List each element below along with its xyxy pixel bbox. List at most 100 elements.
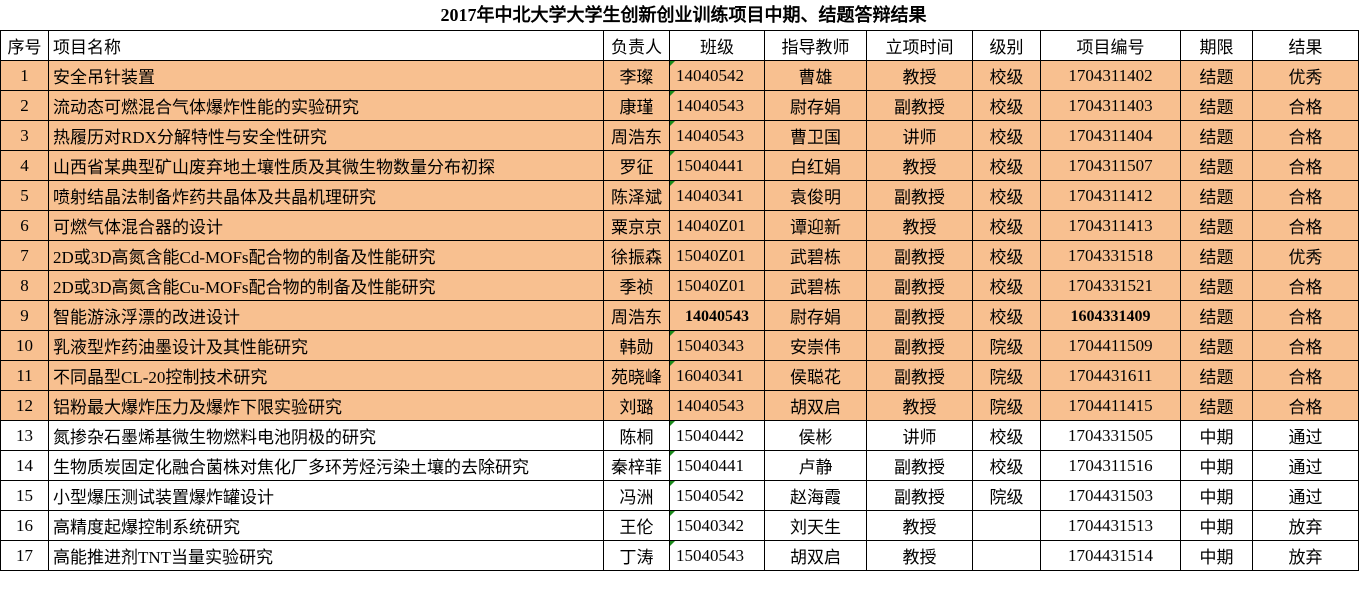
cell-level[interactable]: 校级 — [972, 240, 1041, 271]
cell-stage[interactable]: 中期 — [1180, 420, 1253, 451]
cell-class[interactable]: 15040441 — [669, 450, 765, 481]
cell-advisor[interactable]: 白红娟 — [764, 150, 867, 181]
cell-no[interactable]: 6 — [0, 210, 49, 241]
cell-result[interactable]: 合格 — [1252, 360, 1359, 391]
cell-level[interactable]: 校级 — [972, 210, 1041, 241]
cell-level[interactable]: 校级 — [972, 150, 1041, 181]
cell-result[interactable]: 合格 — [1252, 180, 1359, 211]
cell-no[interactable]: 1 — [0, 60, 49, 91]
column-header-level[interactable]: 级别 — [972, 30, 1041, 61]
cell-class[interactable]: 15040542 — [669, 480, 765, 511]
cell-title[interactable]: 教授 — [866, 510, 973, 541]
column-header-advisor[interactable]: 指导教师 — [764, 30, 867, 61]
cell-no[interactable]: 16 — [0, 510, 49, 541]
cell-leader[interactable]: 冯洲 — [603, 480, 670, 511]
cell-result[interactable]: 合格 — [1252, 210, 1359, 241]
cell-name[interactable]: 热履历对RDX分解特性与安全性研究 — [48, 120, 604, 151]
cell-leader[interactable]: 李璨 — [603, 60, 670, 91]
column-header-result[interactable]: 结果 — [1252, 30, 1359, 61]
cell-result[interactable]: 优秀 — [1252, 60, 1359, 91]
cell-name[interactable]: 流动态可燃混合气体爆炸性能的实验研究 — [48, 90, 604, 121]
cell-stage[interactable]: 中期 — [1180, 510, 1253, 541]
cell-level[interactable]: 院级 — [972, 360, 1041, 391]
cell-leader[interactable]: 徐振森 — [603, 240, 670, 271]
cell-no[interactable]: 3 — [0, 120, 49, 151]
cell-title[interactable]: 副教授 — [866, 90, 973, 121]
cell-level[interactable]: 校级 — [972, 270, 1041, 301]
cell-result[interactable]: 优秀 — [1252, 240, 1359, 271]
cell-stage[interactable]: 结题 — [1180, 150, 1253, 181]
cell-no[interactable]: 9 — [0, 300, 49, 331]
cell-result[interactable]: 合格 — [1252, 120, 1359, 151]
cell-result[interactable]: 合格 — [1252, 270, 1359, 301]
cell-no[interactable]: 4 — [0, 150, 49, 181]
cell-name[interactable]: 山西省某典型矿山废弃地土壤性质及其微生物数量分布初探 — [48, 150, 604, 181]
cell-result[interactable]: 通过 — [1252, 480, 1359, 511]
cell-code[interactable]: 1704311412 — [1040, 180, 1181, 211]
cell-stage[interactable]: 结题 — [1180, 60, 1253, 91]
cell-stage[interactable]: 结题 — [1180, 330, 1253, 361]
cell-level[interactable]: 校级 — [972, 120, 1041, 151]
cell-advisor[interactable]: 赵海霞 — [764, 480, 867, 511]
cell-leader[interactable]: 罗征 — [603, 150, 670, 181]
cell-name[interactable]: 2D或3D高氮含能Cd-MOFs配合物的制备及性能研究 — [48, 240, 604, 271]
cell-advisor[interactable]: 尉存娟 — [764, 90, 867, 121]
cell-name[interactable]: 乳液型炸药油墨设计及其性能研究 — [48, 330, 604, 361]
cell-code[interactable]: 1704411509 — [1040, 330, 1181, 361]
cell-no[interactable]: 17 — [0, 540, 49, 571]
cell-level[interactable]: 校级 — [972, 60, 1041, 91]
cell-leader[interactable]: 周浩东 — [603, 300, 670, 331]
cell-leader[interactable]: 陈桐 — [603, 420, 670, 451]
cell-title[interactable]: 讲师 — [866, 120, 973, 151]
cell-title[interactable]: 副教授 — [866, 450, 973, 481]
cell-advisor[interactable]: 武碧栋 — [764, 240, 867, 271]
cell-title[interactable]: 副教授 — [866, 180, 973, 211]
cell-code[interactable]: 1704431503 — [1040, 480, 1181, 511]
cell-name[interactable]: 铝粉最大爆炸压力及爆炸下限实验研究 — [48, 390, 604, 421]
column-header-no[interactable]: 序号 — [0, 30, 49, 61]
cell-name[interactable]: 安全吊针装置 — [48, 60, 604, 91]
cell-leader[interactable]: 康瑾 — [603, 90, 670, 121]
cell-leader[interactable]: 季祯 — [603, 270, 670, 301]
cell-result[interactable]: 合格 — [1252, 300, 1359, 331]
cell-code[interactable]: 1704311402 — [1040, 60, 1181, 91]
cell-name[interactable]: 氮掺杂石墨烯基微生物燃料电池阴极的研究 — [48, 420, 604, 451]
cell-leader[interactable]: 丁涛 — [603, 540, 670, 571]
cell-no[interactable]: 13 — [0, 420, 49, 451]
cell-level[interactable]: 校级 — [972, 450, 1041, 481]
cell-class[interactable]: 14040543 — [669, 390, 765, 421]
cell-class[interactable]: 14040543 — [669, 300, 765, 331]
cell-advisor[interactable]: 尉存娟 — [764, 300, 867, 331]
cell-class[interactable]: 15040442 — [669, 420, 765, 451]
cell-class[interactable]: 15040543 — [669, 540, 765, 571]
cell-advisor[interactable]: 刘天生 — [764, 510, 867, 541]
cell-result[interactable]: 合格 — [1252, 330, 1359, 361]
cell-class[interactable]: 14040543 — [669, 90, 765, 121]
cell-title[interactable]: 讲师 — [866, 420, 973, 451]
cell-class[interactable]: 14040543 — [669, 120, 765, 151]
cell-stage[interactable]: 结题 — [1180, 210, 1253, 241]
cell-stage[interactable]: 结题 — [1180, 120, 1253, 151]
cell-class[interactable]: 16040341 — [669, 360, 765, 391]
cell-no[interactable]: 2 — [0, 90, 49, 121]
cell-leader[interactable]: 周浩东 — [603, 120, 670, 151]
cell-class[interactable]: 15040343 — [669, 330, 765, 361]
cell-result[interactable]: 放弃 — [1252, 510, 1359, 541]
cell-no[interactable]: 10 — [0, 330, 49, 361]
cell-code[interactable]: 1704311403 — [1040, 90, 1181, 121]
cell-advisor[interactable]: 曹卫国 — [764, 120, 867, 151]
cell-leader[interactable]: 苑晓峰 — [603, 360, 670, 391]
column-header-leader[interactable]: 负责人 — [603, 30, 670, 61]
cell-result[interactable]: 通过 — [1252, 420, 1359, 451]
cell-stage[interactable]: 中期 — [1180, 540, 1253, 571]
cell-level[interactable]: 校级 — [972, 420, 1041, 451]
cell-stage[interactable]: 结题 — [1180, 390, 1253, 421]
cell-level[interactable] — [972, 540, 1041, 571]
cell-name[interactable]: 可燃气体混合器的设计 — [48, 210, 604, 241]
cell-level[interactable]: 校级 — [972, 180, 1041, 211]
column-header-code[interactable]: 项目编号 — [1040, 30, 1181, 61]
cell-class[interactable]: 14040Z01 — [669, 210, 765, 241]
cell-leader[interactable]: 王伦 — [603, 510, 670, 541]
cell-code[interactable]: 1604331409 — [1040, 300, 1181, 331]
cell-level[interactable]: 院级 — [972, 480, 1041, 511]
